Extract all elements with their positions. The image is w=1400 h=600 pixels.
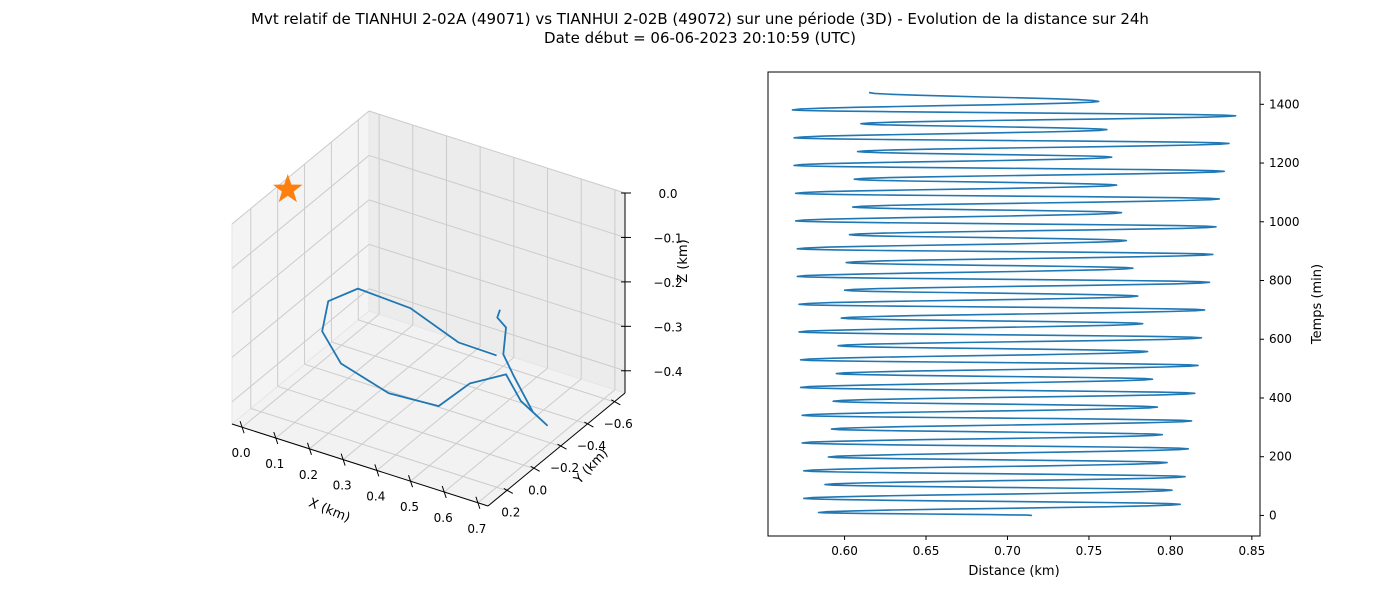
distance-time-chart: 0.60 0.65 0.70 0.75 0.80 0.85 0 200 400 600 800 100…	[767, 71, 1325, 579]
x-tick-label: 0.6	[434, 511, 453, 525]
reference-star-marker	[273, 174, 303, 203]
y-gridline-floor	[358, 319, 615, 403]
y-tick-label: −0.4	[577, 439, 606, 453]
z-tick-label: 0.0	[658, 187, 677, 201]
x-tick	[408, 475, 414, 488]
distance-series-group	[791, 91, 1237, 517]
y-tick-label: 0	[1269, 508, 1277, 522]
y-tick	[611, 399, 621, 406]
pane-group	[230, 109, 627, 507]
y-tick	[584, 421, 594, 428]
ticks-group: 0.60 0.65 0.70 0.75 0.80 0.85 0 200 400 600 800 100…	[831, 97, 1299, 558]
x-tick-label: 0.80	[1157, 544, 1184, 558]
y-tick-label: 600	[1269, 332, 1292, 346]
x-tick	[340, 453, 346, 466]
z-gridline-back	[368, 288, 626, 372]
y-tick-label: 1200	[1269, 156, 1300, 170]
x-tick	[273, 431, 279, 445]
z-tick-label: −0.4	[653, 365, 682, 379]
z-tick-label: −0.3	[653, 320, 682, 334]
x-gridline-floor	[342, 346, 481, 460]
y-tick-label: 1400	[1269, 97, 1300, 111]
x-tick	[306, 442, 312, 455]
y-tick-label: −0.6	[604, 417, 633, 431]
y-tick	[557, 443, 567, 450]
x-tick	[441, 485, 447, 499]
y-tick-label: 0.0	[528, 483, 547, 497]
x-gridline-floor	[376, 357, 515, 471]
y-tick-label: 400	[1269, 391, 1292, 405]
y-gridline-floor	[331, 341, 588, 425]
y-tick	[530, 465, 540, 472]
x-axis-label: X (km)	[306, 496, 352, 526]
x-tick-label: 0.7	[467, 522, 486, 536]
y-tick-label: 800	[1269, 274, 1292, 288]
x-tick	[374, 464, 380, 477]
z-gridline-left	[231, 199, 370, 314]
x-gridline-floor	[477, 389, 616, 504]
relative-motion-3d-chart: 0.00.10.20.30.40.50.60.70.20.0−0.2−0.4−0…	[230, 109, 691, 536]
x-gridline-floor	[275, 324, 414, 439]
axes-group: 0.00.10.20.30.40.50.60.70.20.0−0.2−0.4−0…	[232, 187, 683, 536]
x-gridline-floor	[309, 335, 447, 450]
y-axis-label: Temps (min)	[1310, 264, 1325, 345]
y-tick-label: −0.2	[550, 461, 579, 475]
z-axis-label: Z (km)	[676, 239, 691, 282]
z-gridline-left	[231, 243, 370, 358]
x-tick-label: 0.75	[1076, 544, 1103, 558]
x-tick-label: 0.0	[232, 446, 251, 460]
y-axis-line	[487, 392, 626, 507]
z-gridline-left	[231, 110, 370, 225]
x-tick-label: 0.2	[299, 468, 318, 482]
figure-title-line-2: Date début = 06-06-2023 20:10:59 (UTC)	[544, 29, 856, 47]
x-axis-label: Distance (km)	[968, 564, 1059, 579]
y-gridline-floor	[250, 408, 507, 491]
x-gridline-floor	[241, 313, 380, 428]
x-tick	[475, 496, 481, 509]
distance-series-line	[791, 91, 1237, 517]
figure-title: Mvt relatif de TIANHUI 2-02A (49071) vs …	[0, 10, 1400, 48]
x-tick-label: 0.65	[913, 544, 940, 558]
y-tick	[503, 488, 514, 494]
x-tick-label: 0.5	[400, 500, 419, 514]
relative-trajectory-line	[321, 287, 548, 427]
z-gridline-back	[368, 154, 626, 238]
x-tick-label: 0.1	[265, 457, 284, 471]
y-tick-label: 0.2	[501, 505, 520, 519]
z-tick-label: −0.1	[653, 231, 682, 245]
z-gridline-back	[368, 243, 626, 327]
z-gridline-back	[368, 199, 626, 283]
data-group	[273, 174, 548, 427]
x-tick-label: 0.85	[1238, 544, 1265, 558]
x-tick-label: 0.60	[831, 544, 858, 558]
x-gridline-floor	[443, 378, 582, 493]
z-gridline-left	[231, 155, 370, 269]
x-tick-label: 0.3	[333, 479, 352, 493]
x-tick-label: 0.70	[994, 544, 1021, 558]
y-gridline-floor	[277, 385, 534, 469]
figure-title-line-1: Mvt relatif de TIANHUI 2-02A (49071) vs …	[251, 10, 1149, 28]
z-tick-label: −0.2	[653, 276, 682, 290]
x-tick	[239, 421, 245, 434]
x-axis-line	[231, 423, 489, 507]
y-tick-label: 1000	[1269, 215, 1300, 229]
plot-frame	[767, 71, 1261, 537]
y-tick-label: 200	[1269, 450, 1292, 464]
x-gridline-floor	[410, 367, 548, 482]
z-gridline-left	[231, 288, 370, 403]
x-tick-label: 0.4	[366, 489, 385, 503]
z-gridline-back	[368, 110, 626, 194]
